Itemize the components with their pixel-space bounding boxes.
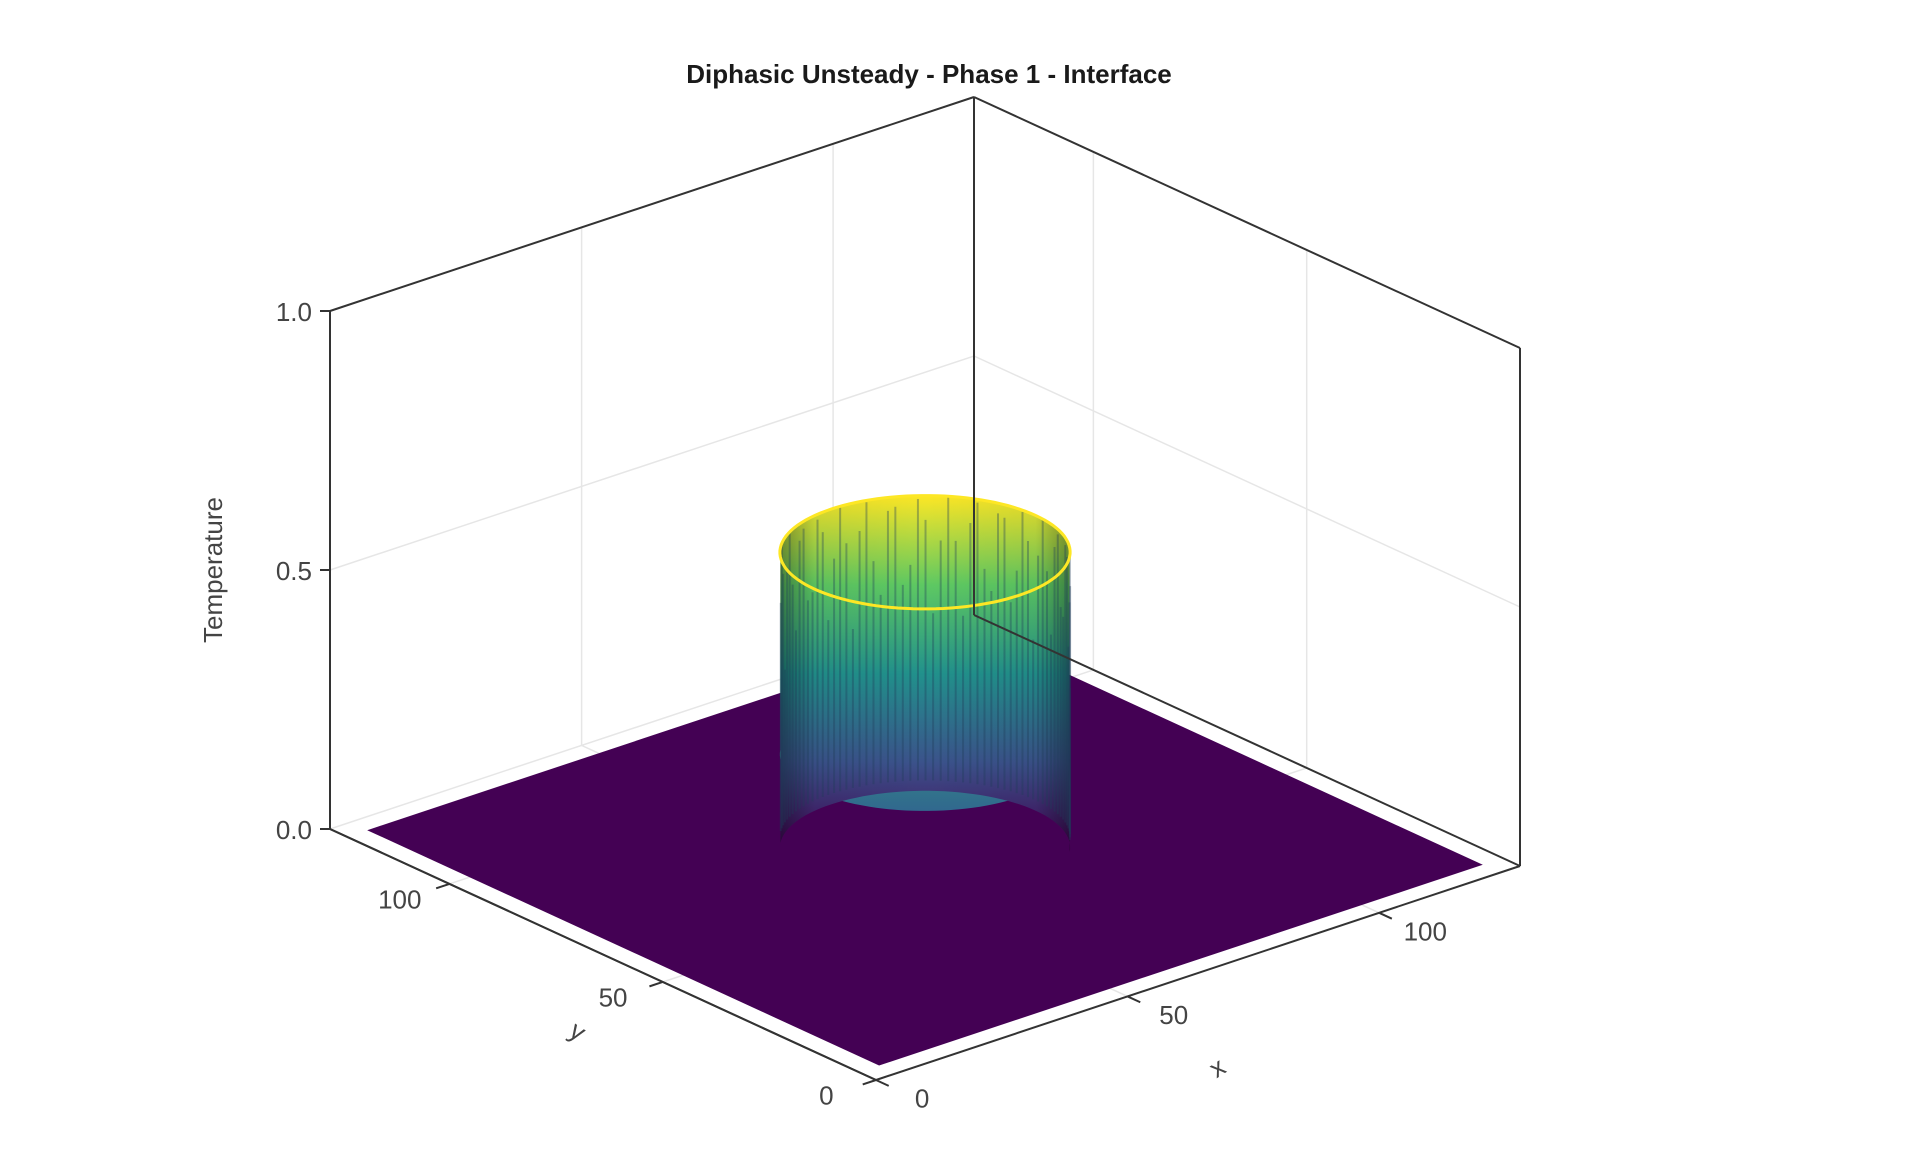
- y-tick-label: 100: [378, 884, 421, 914]
- z-grid-line: [329, 96, 1521, 349]
- ring-rim: [778, 494, 1072, 611]
- floor-surface: [367, 629, 1483, 1066]
- y-axis-label: y: [564, 1015, 591, 1047]
- chart-title: Diphasic Unsteady - Phase 1 - Interface: [686, 59, 1172, 89]
- x-tick-label: 100: [1404, 916, 1447, 946]
- x-tick-mark: [1378, 911, 1393, 920]
- z-axis-label: Temperature: [198, 497, 228, 643]
- x-tick-mark: [1127, 995, 1141, 1004]
- y-tick-label: 0: [819, 1081, 833, 1111]
- x-tick-mark: [875, 1079, 890, 1087]
- y-tick-label: 50: [599, 982, 628, 1012]
- z-tick-label: 0.5: [276, 556, 312, 586]
- ring-outer-shading: [780, 495, 1071, 852]
- axis-edge: [973, 614, 1521, 867]
- x-tick-label: 0: [915, 1084, 929, 1114]
- x-tick-label: 50: [1159, 1000, 1188, 1030]
- x-axis-label: x: [1203, 1051, 1230, 1083]
- tick-labels: 0 50 100 0 50 100 0.0 0.5 1.0: [276, 297, 1447, 1114]
- y-tick-mark: [435, 882, 450, 890]
- surface-floor: [367, 629, 1483, 1066]
- interface-ring-surface: [778, 494, 1072, 852]
- axis-edge: [329, 96, 975, 312]
- axis-frame: [329, 96, 1521, 1081]
- y-tick-mark: [649, 981, 664, 988]
- axis-edge: [875, 865, 1521, 1081]
- y-tick-mark: [862, 1079, 877, 1086]
- z-tick-label: 1.0: [276, 297, 312, 327]
- y-axis-line: [329, 828, 877, 1081]
- axis-edge: [973, 96, 1521, 349]
- tick-marks: [320, 310, 1393, 1087]
- z-tick-label: 0.0: [276, 815, 312, 845]
